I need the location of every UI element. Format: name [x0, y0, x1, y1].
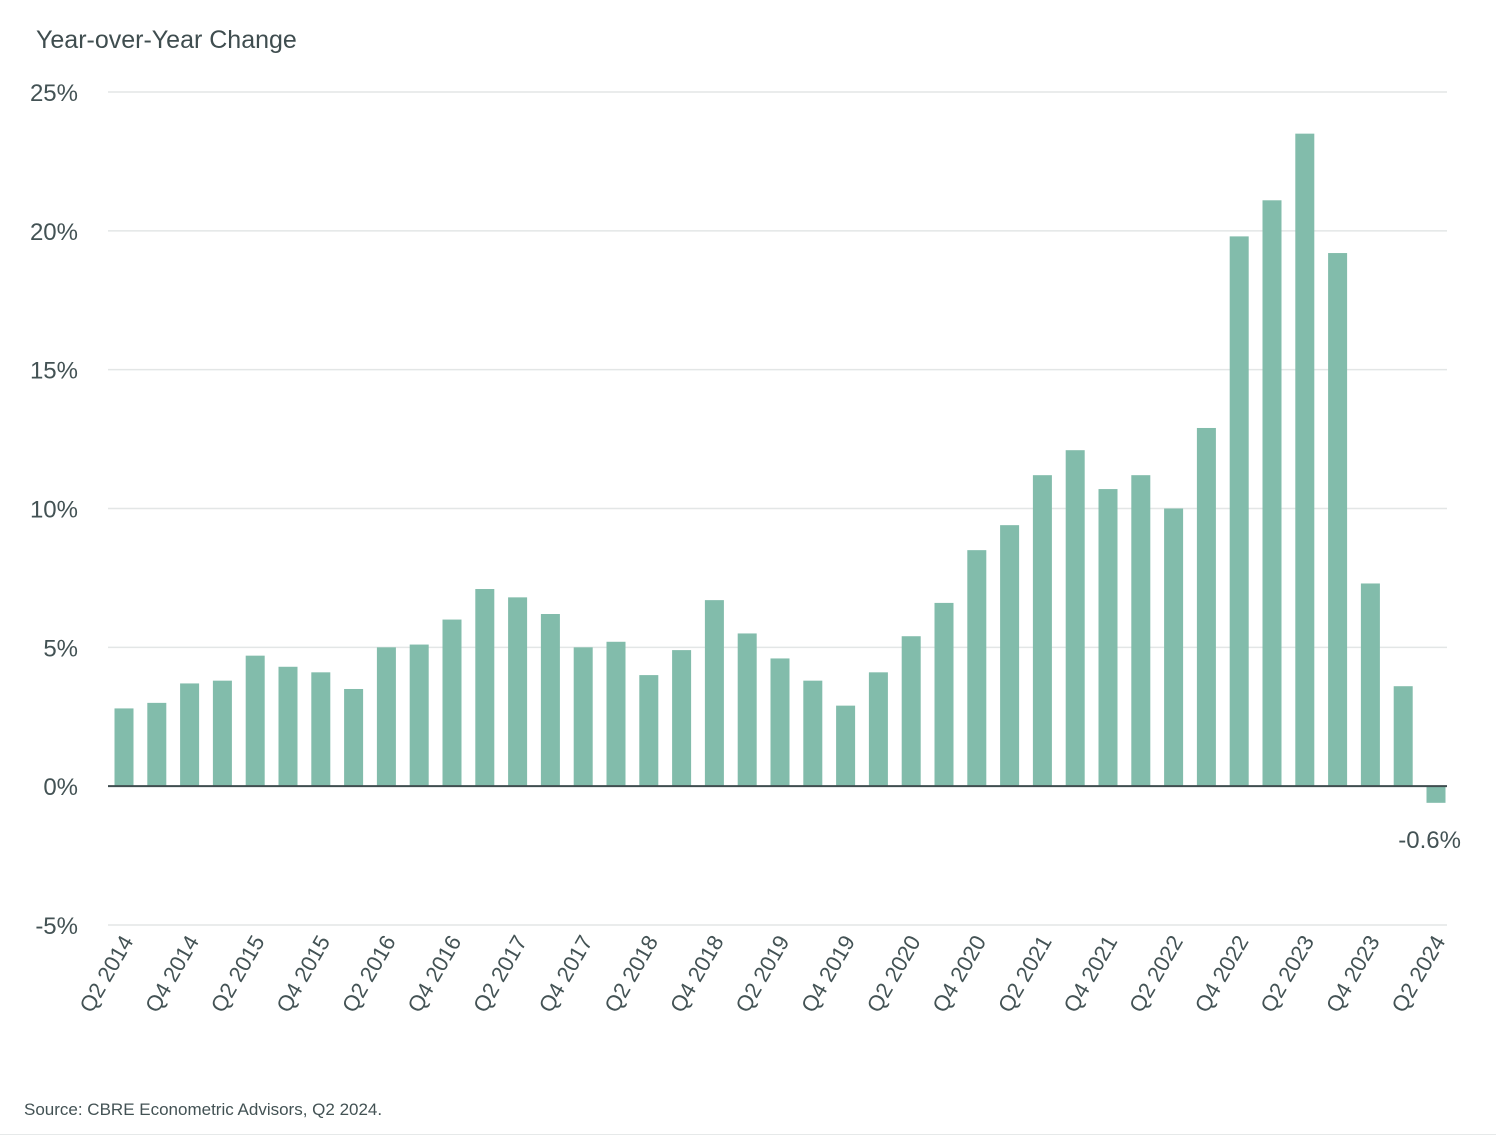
bar [803, 680, 823, 787]
source-note: Source: CBRE Econometric Advisors, Q2 20… [24, 1100, 383, 1119]
x-tick-label: Q4 2015 [271, 931, 335, 1017]
bar [442, 619, 462, 787]
bar [212, 680, 232, 787]
bar [1131, 475, 1151, 787]
x-tick-label: Q2 2016 [337, 931, 401, 1017]
x-tick-label: Q2 2014 [74, 931, 138, 1017]
bar [1000, 525, 1020, 787]
bar [147, 702, 167, 787]
x-tick-label: Q4 2017 [534, 931, 598, 1017]
y-tick-label: 5% [43, 635, 78, 662]
bar [573, 647, 593, 787]
x-tick-label: Q4 2022 [1190, 931, 1254, 1017]
bar [475, 589, 495, 787]
bar [1164, 508, 1184, 787]
gridlines [108, 91, 1447, 926]
bars [114, 133, 1446, 803]
chart-title: Year-over-Year Change [36, 26, 297, 54]
x-tick-label: Q4 2020 [927, 931, 991, 1017]
bar [672, 650, 692, 787]
x-tick-label: Q2 2017 [468, 931, 532, 1017]
y-tick-label: 15% [30, 358, 78, 385]
y-axis-tick-labels: 25% 20% 15% 10% 5% 0% -5% [30, 80, 78, 940]
x-tick-label: Q4 2021 [1058, 931, 1122, 1017]
annotations: -0.6% [1398, 827, 1461, 854]
bar [1229, 236, 1249, 787]
bar [540, 614, 560, 787]
bar [1098, 489, 1118, 787]
bar [409, 644, 429, 787]
x-tick-label: Q4 2023 [1321, 931, 1385, 1017]
bar [770, 658, 790, 787]
bar [868, 672, 888, 787]
y-tick-label: -5% [35, 913, 78, 940]
bar [1196, 427, 1216, 787]
bar [1032, 475, 1052, 787]
bar [639, 675, 659, 787]
bar [508, 597, 528, 787]
bar [901, 636, 921, 787]
bar [1328, 253, 1348, 787]
x-tick-label: Q4 2019 [796, 931, 860, 1017]
bar [606, 641, 626, 787]
bar [1426, 786, 1446, 803]
y-tick-label: 10% [30, 497, 78, 524]
x-tick-label: Q2 2024 [1386, 931, 1450, 1017]
bar [967, 550, 987, 787]
x-tick-label: Q2 2023 [1255, 931, 1319, 1017]
x-axis-tick-labels: Q2 2014 Q4 2014 Q2 2015 Q4 2015 Q2 2016 Q4 20… [74, 931, 1450, 1017]
x-tick-label: Q2 2019 [730, 931, 794, 1017]
bar [737, 633, 757, 787]
x-tick-label: Q2 2021 [993, 931, 1057, 1017]
bar [278, 666, 298, 787]
bar [376, 647, 396, 787]
x-tick-label: Q4 2014 [140, 931, 204, 1017]
bar [836, 705, 856, 787]
bar [1393, 686, 1413, 787]
bar [1360, 583, 1380, 787]
bar [1262, 200, 1282, 787]
bar [114, 708, 134, 787]
bar [1065, 450, 1085, 787]
x-tick-label: Q4 2016 [402, 931, 466, 1017]
bottom-divider [0, 1134, 1496, 1135]
x-tick-label: Q2 2018 [599, 931, 663, 1017]
x-tick-label: Q2 2022 [1124, 931, 1188, 1017]
bar [704, 600, 724, 787]
bar [245, 655, 265, 787]
bar [934, 602, 954, 787]
y-tick-label: 25% [30, 80, 78, 107]
x-tick-label: Q4 2018 [665, 931, 729, 1017]
y-tick-label: 0% [43, 774, 78, 801]
data-label: -0.6% [1398, 827, 1461, 854]
bar [180, 683, 200, 787]
x-tick-label: Q2 2015 [206, 931, 270, 1017]
y-tick-label: 20% [30, 219, 78, 246]
x-tick-label: Q2 2020 [862, 931, 926, 1017]
bar [1295, 133, 1315, 787]
bar [344, 688, 364, 787]
bar [311, 672, 331, 787]
